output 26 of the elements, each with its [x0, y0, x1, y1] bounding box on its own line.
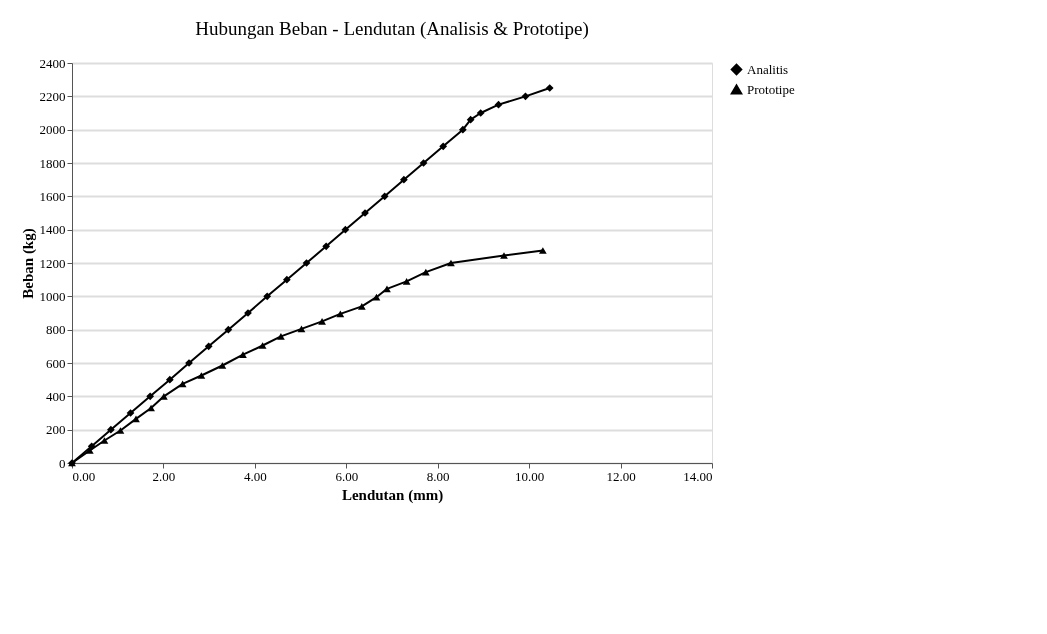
y-tick-label: 800	[46, 322, 66, 338]
y-tick-label: 2000	[39, 122, 66, 138]
y-tick-label: 1400	[39, 222, 66, 238]
chart-title: Hubungan Beban - Lendutan (Analisis & Prototipe)	[195, 18, 589, 40]
y-axis-title: Beban (kg)	[19, 228, 37, 299]
y-tick-label: 200	[46, 422, 66, 438]
legend-label: Prototipe	[747, 81, 795, 97]
x-tick-label: 12.00	[606, 468, 636, 484]
y-tick-label: 0	[59, 455, 66, 471]
y-tick-label: 1800	[39, 155, 66, 171]
x-tick-label: 8.00	[426, 468, 450, 484]
x-tick-label: 4.00	[243, 468, 267, 484]
y-tick-label: 2400	[39, 55, 66, 71]
legend-label: Analitis	[747, 61, 789, 77]
y-tick-label: 600	[46, 355, 66, 371]
y-tick-label: 1000	[39, 288, 66, 304]
y-tick-label: 1200	[39, 255, 66, 271]
y-tick-label: 1600	[39, 188, 66, 204]
x-tick-label: 6.00	[335, 468, 359, 484]
x-tick-label: 14.00	[683, 468, 713, 484]
y-tick-label: 2200	[39, 88, 66, 104]
y-tick-label: 400	[46, 388, 66, 404]
x-tick-label: 0.00	[72, 468, 96, 484]
x-tick-label: 10.00	[515, 468, 545, 484]
x-axis-title: Lendutan (mm)	[341, 486, 444, 504]
x-tick-label: 2.00	[152, 468, 176, 484]
